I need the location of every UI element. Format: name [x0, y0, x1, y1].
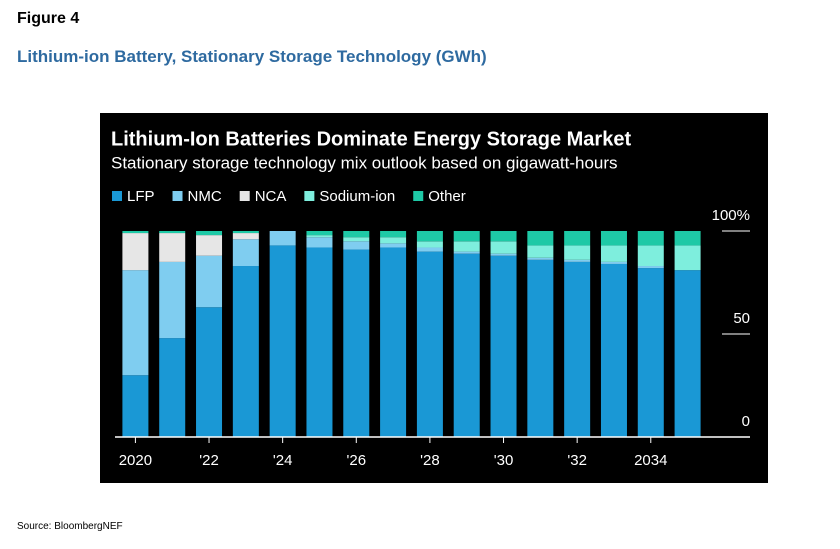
bar-segment: [159, 233, 186, 262]
bar-segment: [343, 231, 370, 238]
bar-segment: [527, 259, 554, 437]
bar-segment: [380, 237, 407, 244]
legend-label: Sodium-ion: [319, 188, 395, 205]
source: Source: BloombergNEF: [17, 521, 123, 532]
legend-swatch: [112, 191, 122, 201]
bar-segment: [122, 270, 149, 376]
bar-segment: [306, 235, 333, 238]
bar-segment: [453, 241, 480, 252]
bar-segment: [232, 231, 259, 234]
x-tick-label: 2020: [119, 452, 152, 469]
bar-segment: [159, 261, 186, 339]
bar-segment: [306, 247, 333, 437]
bar-segment: [306, 231, 333, 236]
bar-segment: [122, 233, 149, 271]
bar-segment: [196, 255, 223, 308]
heading: Lithium-ion Battery, Stationary Storage …: [17, 47, 487, 66]
bar-segment: [343, 249, 370, 437]
bar-segment: [564, 259, 591, 262]
bar-segment: [196, 307, 223, 437]
bar-segment: [380, 247, 407, 437]
bar-segment: [453, 253, 480, 437]
legend-label: Other: [428, 188, 466, 205]
bar-segment: [600, 263, 627, 437]
bar-segment: [637, 245, 664, 267]
bar-segment: [600, 245, 627, 262]
bar-segment: [637, 231, 664, 246]
x-tick-label: '28: [420, 452, 440, 469]
bar-segment: [380, 231, 407, 238]
bar-segment: [232, 239, 259, 267]
legend-swatch: [239, 191, 250, 201]
bar-segment: [674, 270, 701, 437]
bar-segment: [637, 266, 664, 269]
bar-segment: [380, 243, 407, 248]
y-tick-label: 0: [742, 413, 750, 430]
chart-subtitle: Stationary storage technology mix outloo…: [111, 153, 618, 172]
bar-segment: [490, 253, 517, 256]
bar-segment: [122, 375, 149, 437]
legend-swatch: [413, 191, 424, 201]
y-tick-label: 100%: [712, 207, 750, 224]
bar-segment: [196, 235, 223, 256]
figure-label: Figure 4: [17, 10, 80, 27]
bar-segment: [343, 241, 370, 250]
legend-label: LFP: [127, 188, 155, 205]
bar-segment: [490, 241, 517, 254]
bar-segment: [343, 237, 370, 242]
x-tick-label: '26: [347, 452, 367, 469]
bar-segment: [637, 268, 664, 437]
bar-segment: [122, 231, 149, 234]
x-tick-label: 2034: [634, 452, 667, 469]
bar-segment: [674, 245, 701, 271]
bar-segment: [416, 231, 443, 242]
legend-label: NMC: [188, 188, 222, 205]
bar-segment: [416, 251, 443, 437]
bar-segment: [453, 251, 480, 254]
legend-label: NCA: [255, 188, 287, 205]
chart-title: Lithium-Ion Batteries Dominate Energy St…: [111, 128, 631, 150]
bar-segment: [527, 257, 554, 260]
y-tick-label: 50: [733, 310, 750, 327]
bar-segment: [159, 338, 186, 437]
bar-segment: [416, 247, 443, 252]
bar-segment: [600, 261, 627, 264]
bar-segment: [196, 231, 223, 236]
bar-segment: [564, 231, 591, 246]
bar-segment: [527, 231, 554, 246]
bar-segment: [490, 255, 517, 437]
chart: Lithium-Ion Batteries Dominate Energy St…: [100, 113, 768, 483]
bar-segment: [232, 233, 259, 240]
bar-segment: [600, 231, 627, 246]
bar-segment: [232, 266, 259, 437]
bar-segment: [453, 231, 480, 242]
bar-segment: [490, 231, 517, 242]
bar-segment: [306, 237, 333, 248]
bar-segment: [269, 245, 296, 437]
bar-segment: [269, 231, 296, 246]
bar-segment: [416, 241, 443, 248]
x-tick-label: '22: [199, 452, 219, 469]
bar-segment: [564, 245, 591, 260]
bar-segment: [674, 231, 701, 246]
legend-swatch: [304, 191, 315, 201]
legend-swatch: [172, 191, 183, 201]
x-tick-label: '30: [494, 452, 514, 469]
bar-segment: [527, 245, 554, 258]
bar-segment: [159, 231, 186, 234]
x-tick-label: '32: [567, 452, 587, 469]
bar-segment: [564, 261, 591, 437]
x-tick-label: '24: [273, 452, 293, 469]
